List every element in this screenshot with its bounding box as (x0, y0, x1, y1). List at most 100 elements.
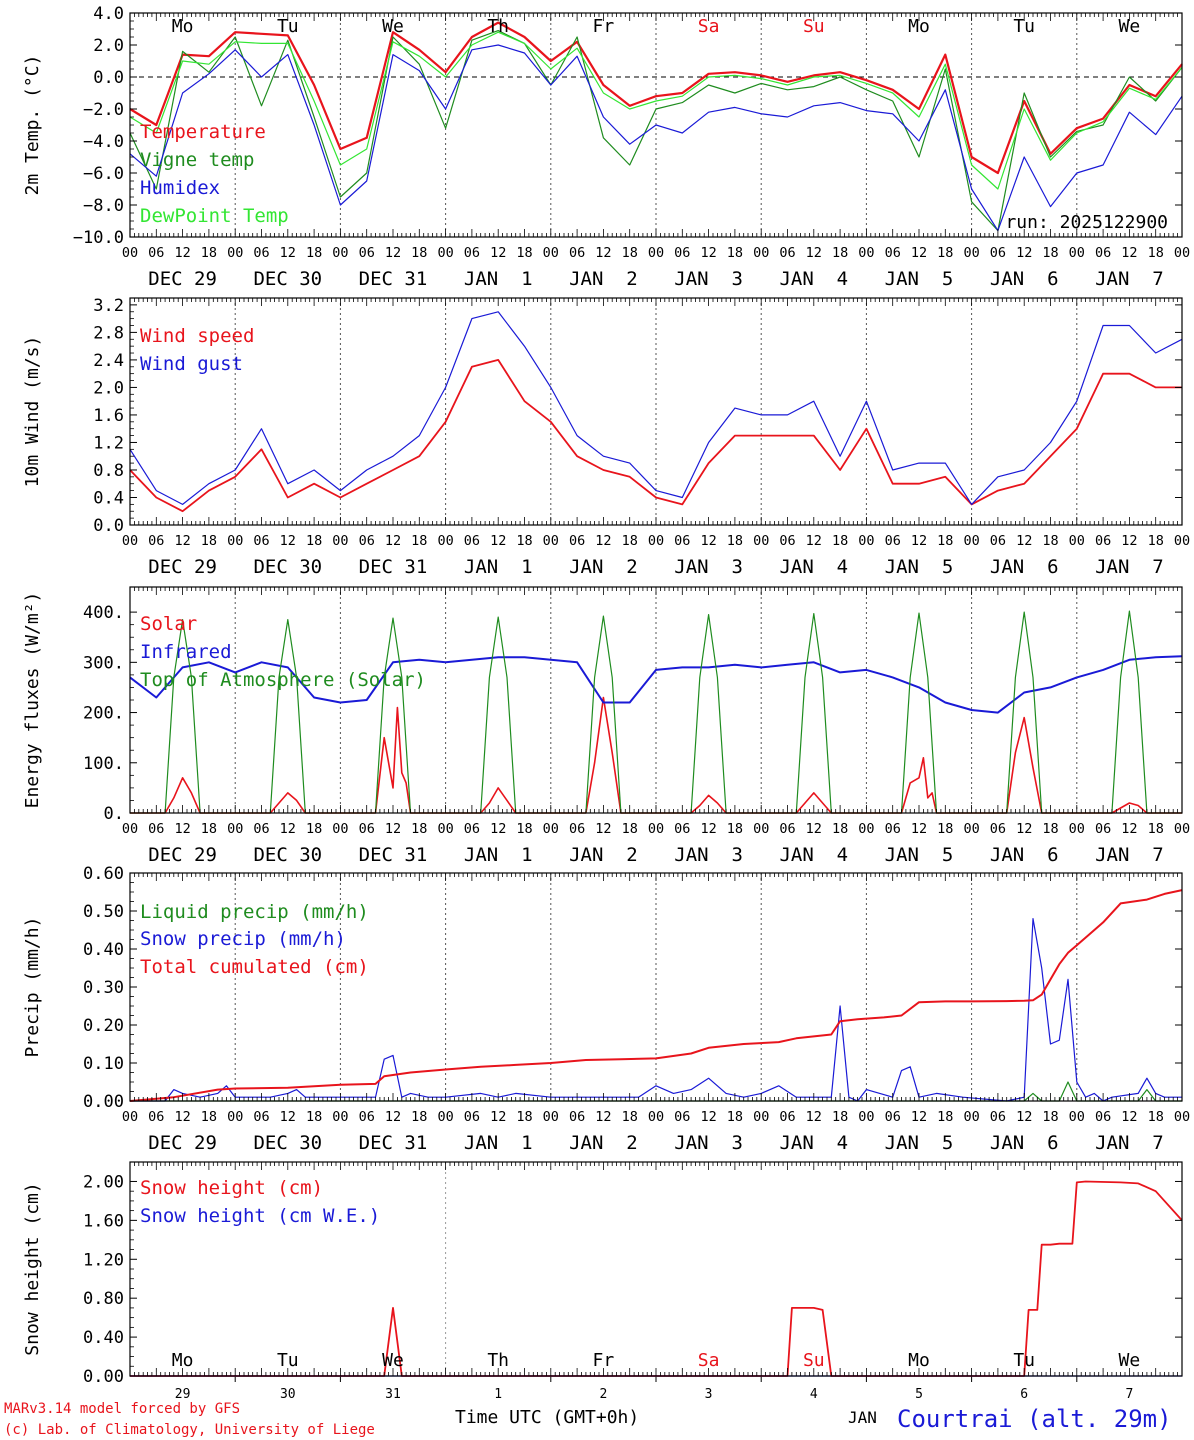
date-label: JAN 7 (1095, 1132, 1164, 1154)
hour-label: 00 (543, 533, 559, 549)
hour-label: 06 (569, 533, 585, 549)
weekday-label: Tu (277, 1350, 299, 1371)
footer-month: JAN (848, 1408, 877, 1427)
hour-label: 12 (385, 1109, 401, 1125)
y-tick-label: 400. (83, 603, 124, 623)
hour-label: 00 (332, 533, 348, 549)
hour-label: 18 (411, 533, 427, 549)
y-tick-label: 200. (83, 704, 124, 724)
hour-label: 00 (858, 245, 874, 261)
x-ticks (129, 587, 1183, 813)
hour-label: 18 (306, 533, 322, 549)
weekday-label: Mo (172, 16, 194, 37)
hour-label: 18 (727, 533, 743, 549)
hour-label: 12 (806, 245, 822, 261)
series-temperature-0 (129, 21, 1183, 175)
hour-label: 00 (227, 533, 243, 549)
hour-label: 18 (727, 821, 743, 837)
hour-label: 12 (806, 533, 822, 549)
weekday-label: We (382, 1350, 404, 1371)
hour-label: 06 (1095, 821, 1111, 837)
y-tick-label: 0.50 (83, 902, 124, 922)
hour-label: 12 (595, 821, 611, 837)
hour-label: 06 (779, 533, 795, 549)
day-number: 29 (175, 1387, 191, 1402)
date-label: JAN 3 (674, 1132, 743, 1154)
date-label: JAN 4 (779, 1132, 848, 1154)
y-tick-label: 1.60 (83, 1211, 124, 1231)
hour-label: 06 (885, 821, 901, 837)
day-number: 5 (915, 1387, 923, 1402)
weekday-label: We (1119, 1350, 1141, 1371)
hour-label: 06 (359, 1109, 375, 1125)
date-label: JAN 7 (1095, 844, 1164, 866)
hour-label: 06 (464, 821, 480, 837)
footer-station: Courtrai (alt. 29m) (897, 1405, 1172, 1433)
date-label: JAN 2 (569, 268, 638, 290)
hour-label: 00 (753, 1109, 769, 1125)
y-tick-label: 2.0 (93, 36, 124, 56)
hour-label: 00 (858, 1109, 874, 1125)
legend-precip-0: Liquid precip (mm/h) (140, 901, 369, 923)
hour-label: 12 (700, 821, 716, 837)
date-label: DEC 30 (253, 556, 322, 578)
hour-label: 18 (937, 533, 953, 549)
hour-label: 06 (253, 533, 269, 549)
hour-label: 18 (306, 821, 322, 837)
y-tick-label: 0.00 (83, 1367, 124, 1387)
series-snow-0 (130, 1180, 1183, 1377)
x-ticks (129, 298, 1183, 525)
hour-label: 12 (595, 533, 611, 549)
hour-label: 06 (569, 821, 585, 837)
hour-label: 18 (832, 245, 848, 261)
y-tick-label: 2.00 (83, 1172, 124, 1192)
hour-label: 06 (1095, 1109, 1111, 1125)
weekday-label: Th (487, 16, 509, 37)
hour-label: 18 (1148, 533, 1164, 549)
date-label: DEC 29 (148, 268, 217, 290)
panel-temperature: 4.0 2.0 0.0 −2.0 −4.0 −6.0 −8.0 −10.0 2m Temp. (… (22, 4, 1190, 290)
hour-label: 12 (595, 245, 611, 261)
hour-label: 00 (648, 245, 664, 261)
date-label: DEC 29 (148, 844, 217, 866)
series-energy-0 (130, 696, 1182, 814)
hour-label: 12 (385, 245, 401, 261)
hour-label: 06 (253, 245, 269, 261)
hour-label: 06 (1095, 533, 1111, 549)
y-tick-label: 1.2 (93, 433, 124, 453)
series-energy-1 (129, 655, 1183, 714)
weekday-label: We (1119, 16, 1141, 37)
day-number: 2 (599, 1387, 607, 1402)
hour-label: 06 (990, 533, 1006, 549)
y-tick-label: 2.4 (93, 351, 124, 371)
hour-label: 12 (280, 1109, 296, 1125)
date-label: JAN 7 (1095, 268, 1164, 290)
y-axis-title: 2m Temp. (°C) (22, 55, 43, 196)
hour-label: 00 (437, 533, 453, 549)
hour-label: 18 (201, 245, 217, 261)
legend-temperature-0: Temperature (140, 121, 266, 143)
panels: 4.0 2.0 0.0 −2.0 −4.0 −6.0 −8.0 −10.0 2m Temp. (… (22, 4, 1190, 1402)
date-label: DEC 29 (148, 1132, 217, 1154)
hour-label: 18 (727, 245, 743, 261)
hour-label: 12 (1121, 1109, 1137, 1125)
hour-label: 18 (937, 821, 953, 837)
hour-label: 18 (516, 245, 532, 261)
hour-label: 00 (122, 821, 138, 837)
y-tick-label: 0.80 (83, 1289, 124, 1309)
series-temperature-2 (129, 44, 1183, 232)
hour-label: 12 (806, 1109, 822, 1125)
legend-energy-1: Infrared (140, 641, 232, 663)
y-tick-label: 0.0 (93, 516, 124, 536)
date-label: JAN 4 (779, 556, 848, 578)
series-temperature-1 (129, 30, 1183, 232)
date-label: JAN 3 (674, 844, 743, 866)
y-tick-label: 0.60 (83, 864, 124, 884)
hour-label: 06 (885, 245, 901, 261)
hour-label: 18 (832, 821, 848, 837)
hour-label: 12 (490, 1109, 506, 1125)
hour-label: 06 (779, 1109, 795, 1125)
panel-precip: 0.00 0.10 0.20 0.30 0.40 0.50 0.60 Precip (mm/h… (22, 864, 1190, 1154)
hour-label: 00 (332, 1109, 348, 1125)
hour-label: 00 (227, 245, 243, 261)
